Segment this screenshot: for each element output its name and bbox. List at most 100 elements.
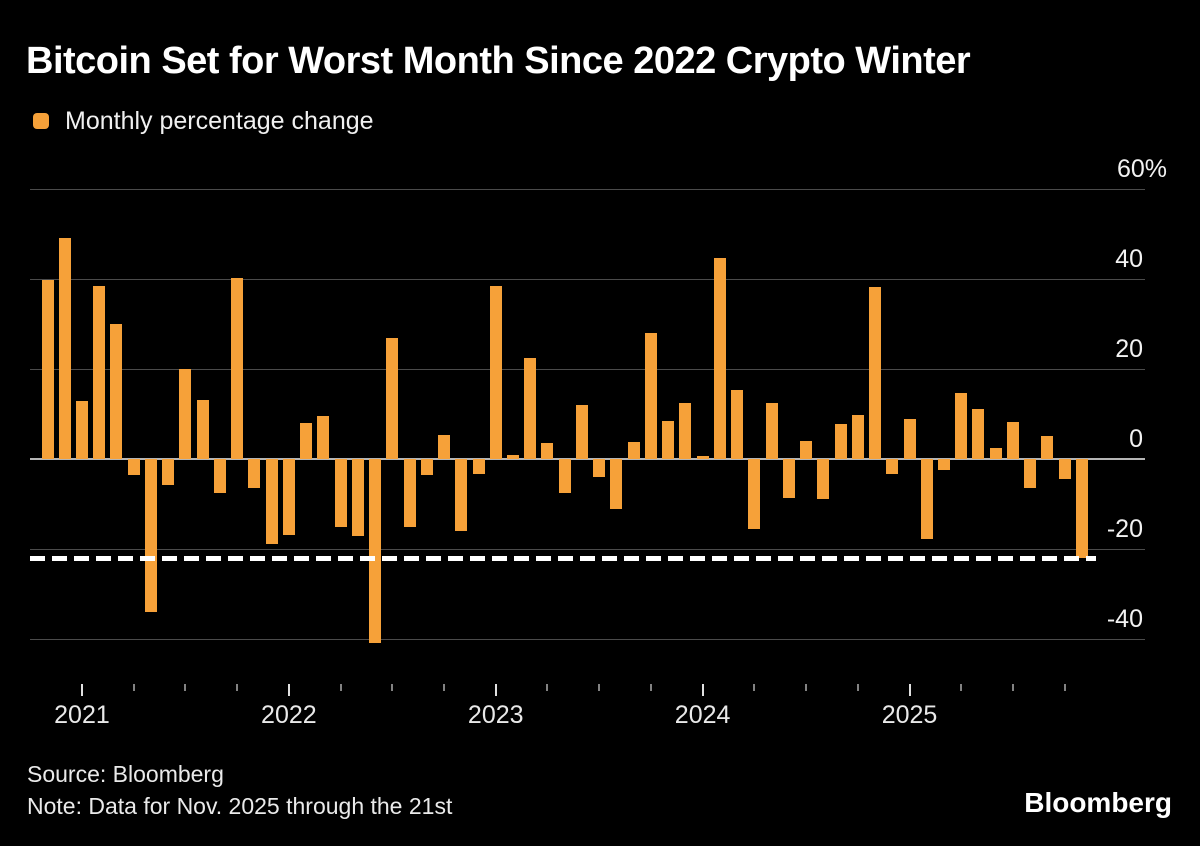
bar-Nov-2021 [248, 459, 261, 489]
x-axis-minor-tick [546, 684, 549, 691]
x-axis-minor-tick [805, 684, 808, 691]
x-axis-minor-tick [184, 684, 187, 691]
x-axis-minor-tick [236, 684, 239, 691]
gridline--40 [30, 639, 1145, 640]
bar-Sep-2023 [627, 442, 640, 459]
legend-label: Monthly percentage change [65, 106, 374, 135]
x-axis-minor-tick [1011, 684, 1014, 691]
bar-Jan-2024 [696, 456, 709, 459]
x-axis-minor-tick [1063, 684, 1066, 691]
bar-Nov-2023 [662, 420, 675, 459]
bar-Aug-2022 [403, 459, 416, 527]
bar-Jan-2023 [489, 286, 502, 459]
x-axis-major-tick [80, 684, 84, 696]
bar-Jun-2021 [162, 459, 175, 486]
bar-Apr-2023 [541, 442, 554, 459]
x-axis-minor-tick [132, 684, 135, 691]
gridline-40 [30, 279, 1145, 280]
bar-Oct-2021 [231, 278, 244, 459]
bar-Mar-2021 [110, 324, 123, 459]
x-axis-year-label-2024: 2024 [674, 701, 731, 729]
y-axis-label-0: 0 [1129, 425, 1143, 453]
bar-Jun-2023 [575, 405, 588, 459]
source-note: Source: Bloomberg [27, 761, 224, 787]
x-axis-major-tick [287, 684, 291, 696]
gridline-60 [30, 189, 1145, 190]
x-axis-minor-tick [598, 684, 601, 691]
legend: Monthly percentage change [33, 106, 374, 136]
y-axis-label-40: 40 [1115, 245, 1143, 273]
bloomberg-logo: Bloomberg [1024, 787, 1172, 818]
bar-Aug-2023 [610, 459, 623, 509]
bar-Sep-2021 [213, 459, 226, 493]
bar-Aug-2024 [817, 459, 830, 499]
bar-Jan-2022 [282, 459, 295, 536]
bar-Nov-2024 [869, 287, 882, 459]
bar-Apr-2022 [334, 459, 347, 528]
bar-Dec-2023 [679, 403, 692, 459]
bar-Dec-2022 [472, 459, 485, 475]
bar-Dec-2021 [265, 459, 278, 544]
bar-Jul-2024 [800, 441, 813, 459]
y-axis-label-60: 60% [1116, 155, 1167, 183]
bar-Jul-2021 [179, 369, 192, 459]
bar-Aug-2025 [1024, 459, 1037, 488]
bar-Nov-2025 [1075, 459, 1088, 558]
x-axis-minor-tick [960, 684, 963, 691]
bar-Apr-2024 [748, 459, 761, 530]
bar-May-2024 [765, 402, 778, 459]
x-axis-year-label-2021: 2021 [54, 701, 110, 729]
bar-Jun-2024 [782, 459, 795, 498]
x-axis-year-label-2023: 2023 [467, 701, 524, 729]
legend-swatch-icon [33, 113, 49, 129]
x-axis-minor-tick [753, 684, 756, 691]
bar-Feb-2024 [713, 258, 726, 459]
bar-May-2025 [972, 409, 985, 459]
bar-Aug-2021 [196, 399, 209, 459]
bar-May-2022 [351, 459, 364, 537]
bar-Jul-2023 [593, 459, 606, 477]
bar-Apr-2025 [955, 392, 968, 459]
x-axis-year-label-2025: 2025 [881, 701, 938, 729]
bar-Sep-2025 [1041, 436, 1054, 459]
bar-Dec-2024 [886, 459, 899, 474]
bar-Oct-2025 [1058, 459, 1071, 479]
gridline--20 [30, 549, 1145, 550]
y-axis-label-20: 20 [1115, 335, 1143, 363]
bar-Oct-2024 [851, 414, 864, 459]
gridline-20 [30, 369, 1145, 370]
bar-Oct-2022 [438, 435, 451, 459]
dashed-reference-line [30, 555, 1096, 561]
x-axis-minor-tick [649, 684, 652, 691]
x-axis-minor-tick [391, 684, 394, 691]
bar-Sep-2024 [834, 423, 847, 459]
bar-May-2023 [558, 459, 571, 493]
zero-axis-line [30, 458, 1145, 460]
bar-Mar-2023 [524, 357, 537, 459]
bar-Jan-2025 [903, 418, 916, 459]
bar-Apr-2021 [127, 459, 140, 475]
bar-Jan-2021 [75, 400, 88, 459]
data-note: Note: Data for Nov. 2025 through the 21s… [27, 793, 453, 819]
bar-Mar-2022 [317, 415, 330, 459]
page-title: Bitcoin Set for Worst Month Since 2022 C… [26, 40, 971, 82]
bar-Mar-2025 [937, 459, 950, 470]
x-axis-minor-tick [339, 684, 342, 691]
bar-Jun-2022 [369, 459, 382, 644]
bar-Dec-2020 [58, 237, 71, 459]
y-axis-label--40: -40 [1106, 605, 1143, 633]
x-axis-major-tick [701, 684, 705, 696]
bar-Sep-2022 [420, 459, 433, 475]
y-axis-label--20: -20 [1106, 515, 1143, 543]
x-axis-major-tick [494, 684, 498, 696]
bar-Feb-2022 [300, 422, 313, 459]
bar-Oct-2023 [644, 333, 657, 459]
bar-Feb-2021 [93, 285, 106, 459]
bar-Jun-2025 [989, 448, 1002, 459]
bar-Jul-2025 [1006, 422, 1019, 459]
x-axis-minor-tick [856, 684, 859, 691]
bar-Nov-2020 [41, 280, 54, 459]
bar-May-2021 [144, 459, 157, 612]
